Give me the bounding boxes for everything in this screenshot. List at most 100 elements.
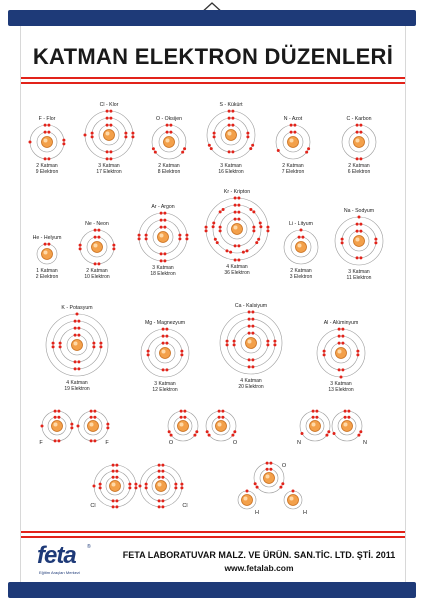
atom-caption-line: 3 Katman <box>220 163 242 169</box>
electron <box>339 375 343 379</box>
electron <box>77 367 81 371</box>
electron-shell <box>151 124 187 160</box>
electron <box>251 358 255 362</box>
electron <box>78 243 82 247</box>
electron <box>77 333 81 337</box>
nucleus-highlight <box>179 422 184 427</box>
electron <box>357 215 361 219</box>
electron-shell <box>59 327 95 363</box>
electron <box>180 486 184 490</box>
electron <box>111 499 115 503</box>
nucleus <box>155 480 167 492</box>
electron <box>337 327 341 331</box>
atom-name-label: N - Azot <box>284 116 303 122</box>
electron-shell <box>145 219 181 255</box>
electron <box>97 262 101 266</box>
logo-wordmark: feta <box>37 542 77 569</box>
nucleus <box>287 494 299 506</box>
electron <box>247 331 251 335</box>
electron <box>227 116 231 120</box>
electron <box>51 341 55 345</box>
electron <box>178 237 182 241</box>
electron-shell <box>98 124 120 146</box>
electron <box>343 409 347 413</box>
electron <box>90 135 94 139</box>
logo-registered-mark: ® <box>87 544 91 550</box>
electron <box>151 147 155 151</box>
electron-shell <box>158 131 180 153</box>
atom-name-label: Cl - Klor <box>100 102 119 108</box>
atom-caption-line: 8 Elektron <box>158 169 181 175</box>
atom-caption-line: 3 Katman <box>330 381 352 387</box>
electron <box>322 353 326 357</box>
electron <box>89 415 93 419</box>
electron <box>169 123 173 127</box>
electron <box>337 368 341 372</box>
electron <box>231 433 235 437</box>
electron <box>247 324 251 328</box>
electron <box>311 415 315 419</box>
nucleus <box>51 420 63 432</box>
nucleus-highlight <box>355 237 360 242</box>
nucleus-highlight <box>297 243 302 248</box>
electron <box>359 157 363 161</box>
electron <box>28 140 32 144</box>
atom-caption-line: 13 Elektron <box>328 387 354 393</box>
nucleus <box>41 136 53 148</box>
electron <box>305 150 309 154</box>
electron-shell <box>220 124 242 146</box>
electron-shell <box>206 110 256 160</box>
electron <box>281 482 285 486</box>
electron <box>233 203 237 207</box>
electron <box>137 233 141 237</box>
electron <box>231 150 235 154</box>
atom-caption-line: 2 Katman <box>36 163 58 169</box>
electron <box>325 433 329 437</box>
electron-shell <box>341 124 377 160</box>
electron <box>227 109 231 113</box>
electron <box>266 339 270 343</box>
electron <box>128 482 132 486</box>
electron <box>174 482 178 486</box>
nucleus <box>241 494 253 506</box>
electron <box>58 345 62 349</box>
electron <box>93 262 97 266</box>
electron-shell <box>147 335 183 371</box>
electron <box>252 229 256 233</box>
electron <box>73 360 77 364</box>
electron <box>237 210 241 214</box>
electron <box>359 229 363 233</box>
electron-shell <box>36 243 58 265</box>
atom-name-label: Na - Sodyum <box>344 208 374 214</box>
electron <box>70 422 74 426</box>
atom-caption-line: 2 Katman <box>290 268 312 274</box>
molecule-atom-o: O <box>167 409 199 446</box>
electron <box>218 229 222 233</box>
nucleus-highlight <box>165 138 170 143</box>
electron <box>111 505 115 509</box>
molecule-atom-cl: Cl <box>90 463 138 509</box>
molecule-atom-label: H <box>303 510 307 516</box>
electron <box>106 426 110 430</box>
electron <box>355 256 359 260</box>
molecule-atom-label: N <box>297 440 301 446</box>
nucleus-highlight <box>227 131 232 136</box>
electron-shell <box>331 410 363 442</box>
electron <box>161 475 165 479</box>
nucleus-highlight <box>243 496 248 501</box>
nucleus <box>309 420 321 432</box>
atom-name-label: Mg - Magnezyum <box>145 320 185 326</box>
electron <box>157 505 161 509</box>
electron-shell <box>348 230 370 252</box>
electron <box>115 469 119 473</box>
atom-name-label: K - Potasyum <box>61 305 92 311</box>
atom-name-label: F - Flor <box>39 116 56 122</box>
nucleus <box>263 472 275 484</box>
molecule-atom-label: O <box>233 440 238 446</box>
nucleus <box>335 347 347 359</box>
